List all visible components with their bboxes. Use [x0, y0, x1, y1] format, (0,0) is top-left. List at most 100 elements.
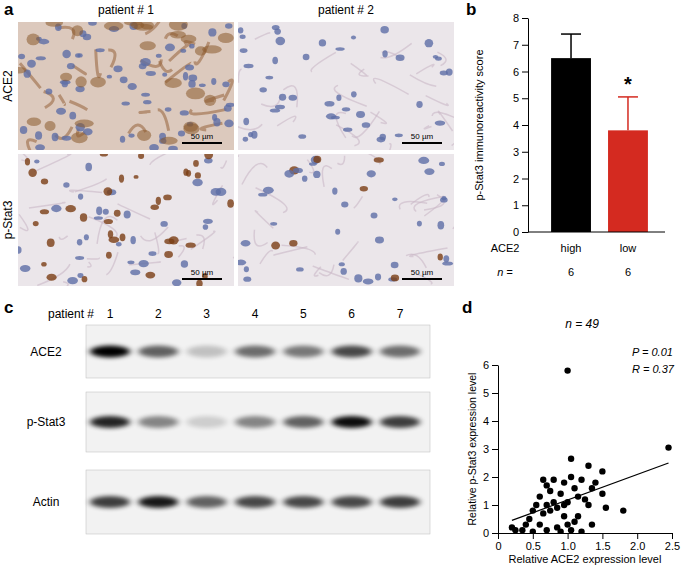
micrograph-texture — [204, 95, 216, 106]
micrograph-texture — [356, 111, 365, 118]
micrograph-texture — [90, 77, 106, 88]
micrograph-texture — [40, 209, 49, 214]
micrograph-texture — [224, 120, 233, 128]
tick: 5 — [513, 92, 528, 104]
micrograph-texture — [203, 224, 209, 230]
micrograph-texture — [140, 110, 151, 114]
micrograph-texture — [195, 46, 207, 55]
point — [585, 463, 591, 469]
bar-chart: *012345678p-Stat3 immunoreactivity score… — [473, 12, 665, 278]
row-label: Actin — [33, 495, 60, 509]
micrograph-texture — [130, 269, 140, 275]
micrograph-texture — [120, 233, 126, 241]
micrograph-background — [238, 22, 454, 150]
micrograph-texture — [35, 131, 42, 140]
blot-band — [187, 416, 227, 428]
micrograph-texture — [255, 211, 273, 229]
micrograph-texture — [190, 109, 226, 114]
micrograph-texture — [213, 118, 220, 126]
micrograph-texture — [275, 37, 285, 45]
micrograph-texture — [256, 188, 287, 213]
micrograph-texture — [59, 95, 64, 105]
micrograph-texture — [238, 27, 243, 33]
micrograph-texture — [180, 49, 186, 53]
micrograph-texture — [27, 34, 40, 46]
micrograph-texture — [314, 267, 321, 276]
micrograph-texture — [282, 245, 316, 254]
micrograph-texture — [221, 160, 227, 168]
micrograph-texture — [238, 124, 262, 130]
micrograph-texture — [36, 56, 46, 60]
micrograph-texture — [75, 53, 81, 58]
scale-bar-label: 50 µm — [411, 268, 434, 277]
micrograph-texture — [222, 81, 229, 87]
tick-label: 1.5 — [595, 540, 610, 552]
micrograph-texture — [260, 251, 273, 264]
micrograph-texture — [41, 179, 48, 185]
micrograph-texture — [104, 219, 113, 224]
micrograph-texture — [367, 170, 376, 177]
n-value: 6 — [568, 266, 574, 278]
micrograph-texture — [319, 39, 326, 46]
axis-title: Relative ACE2 expression level — [509, 553, 662, 565]
axis-line — [498, 366, 499, 534]
micrograph-texture — [108, 50, 115, 67]
micrograph-texture — [377, 137, 386, 143]
micrograph-texture — [274, 29, 281, 35]
point — [526, 516, 532, 522]
micrograph-texture — [424, 126, 431, 129]
micrograph-texture — [241, 240, 251, 246]
tick-label: 5 — [513, 92, 519, 104]
point — [530, 528, 536, 533]
point — [564, 367, 570, 373]
point — [571, 485, 577, 491]
micrograph-texture — [303, 54, 310, 61]
micrograph-texture — [396, 54, 405, 61]
micrograph-texture — [18, 246, 22, 254]
tick-mark — [522, 18, 528, 19]
micrograph-texture — [196, 280, 202, 286]
micrograph-texture — [311, 52, 336, 71]
tick-mark — [568, 533, 569, 539]
micrograph-texture — [103, 209, 109, 215]
blot-band — [235, 346, 275, 358]
tick-label: 5 — [483, 387, 489, 399]
micrograph-texture — [360, 186, 368, 192]
micrograph-texture — [178, 130, 185, 136]
micrograph-texture — [375, 237, 384, 244]
micrograph-texture — [128, 133, 134, 137]
tick-mark — [492, 449, 498, 450]
y-axis: 0123456 — [483, 359, 499, 539]
micrograph-texture — [51, 205, 61, 212]
micrograph-texture — [127, 260, 134, 264]
micrograph-texture — [95, 48, 104, 52]
micrograph-texture — [259, 87, 266, 92]
point — [554, 505, 560, 511]
micrograph-texture — [149, 144, 159, 150]
micrograph-texture — [164, 78, 181, 88]
micrograph-texture — [258, 193, 267, 197]
blot-band — [283, 346, 323, 358]
micrograph-texture — [121, 101, 129, 105]
point — [540, 510, 546, 516]
micrograph-texture — [240, 34, 246, 38]
micrograph-texture — [395, 133, 403, 137]
blot-band — [187, 346, 227, 358]
point — [544, 502, 550, 508]
row-title: p-Stat3 — [1, 200, 15, 239]
tick: 4 — [483, 415, 498, 427]
micrograph-texture — [149, 251, 157, 256]
western-blot: patient #1234567ACE2p-Stat3Actin — [27, 307, 430, 534]
blot-band — [332, 496, 372, 508]
point — [589, 521, 595, 527]
point — [547, 507, 553, 513]
tick-mark — [498, 533, 499, 539]
micrograph-texture — [181, 35, 197, 43]
micrograph-texture — [324, 101, 334, 107]
error-bar — [561, 34, 581, 58]
micrograph-texture — [380, 26, 389, 33]
scatter-chart: 00.51.01.52.02.50123456n = 49Relative AC… — [466, 317, 680, 565]
point — [599, 491, 605, 497]
blot-band — [90, 346, 130, 358]
tick-label: 2.5 — [665, 540, 680, 552]
